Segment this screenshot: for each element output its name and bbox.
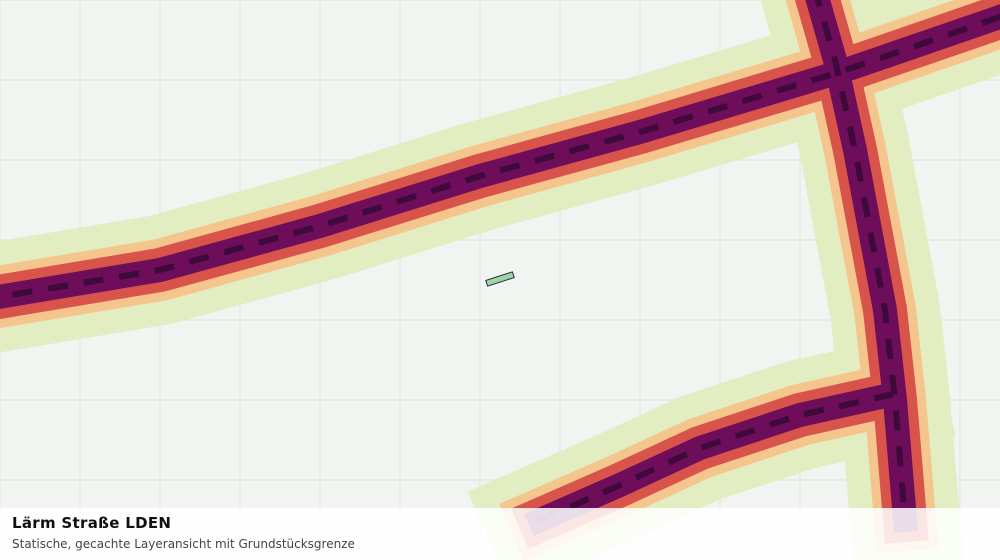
noise-zone-70 bbox=[524, 380, 905, 536]
map-subtitle: Statische, gecachte Layeransicht mit Gru… bbox=[12, 537, 355, 551]
map-title: Lärm Straße LDEN bbox=[12, 514, 172, 532]
parcel-boundary bbox=[485, 271, 515, 287]
noise-zone-75 bbox=[814, 0, 909, 524]
noise-zone-75 bbox=[0, 13, 1000, 300]
caption-panel: Lärm Straße LDEN Statische, gecachte Lay… bbox=[0, 508, 1000, 560]
